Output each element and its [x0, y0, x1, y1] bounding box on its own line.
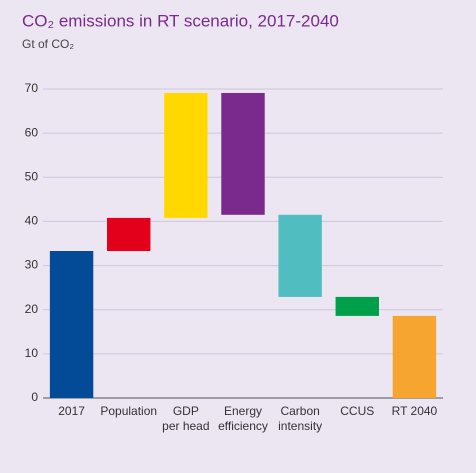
y-tick-label: 0 — [31, 390, 38, 404]
chart-title: CO₂ emissions in RT scenario, 2017-2040 — [22, 11, 339, 30]
x-tick-label: GDP per head — [162, 404, 209, 433]
y-tick-label: 30 — [25, 258, 39, 272]
x-tick-label: CCUS — [340, 404, 374, 418]
bar — [107, 217, 151, 252]
x-tick-label: Carbon intensity — [278, 404, 322, 433]
chart-subtitle: Gt of CO₂ — [22, 37, 74, 51]
y-tick-label: 40 — [25, 214, 39, 228]
bar — [164, 92, 208, 218]
bar — [278, 214, 322, 297]
y-tick-label: 50 — [25, 169, 39, 183]
bar — [221, 92, 265, 215]
x-tick-label: 2017 — [58, 404, 85, 418]
bar — [392, 315, 437, 398]
y-tick-label: 20 — [25, 302, 39, 316]
x-tick-label: RT 2040 — [392, 404, 438, 418]
bar — [335, 296, 379, 316]
bar — [49, 251, 94, 398]
y-tick-label: 70 — [25, 81, 39, 95]
y-tick-label: 10 — [25, 346, 39, 360]
x-tick-label: Population — [100, 404, 157, 418]
x-tick-label: Energy efficiency — [218, 404, 268, 433]
y-tick-label: 60 — [25, 125, 39, 139]
